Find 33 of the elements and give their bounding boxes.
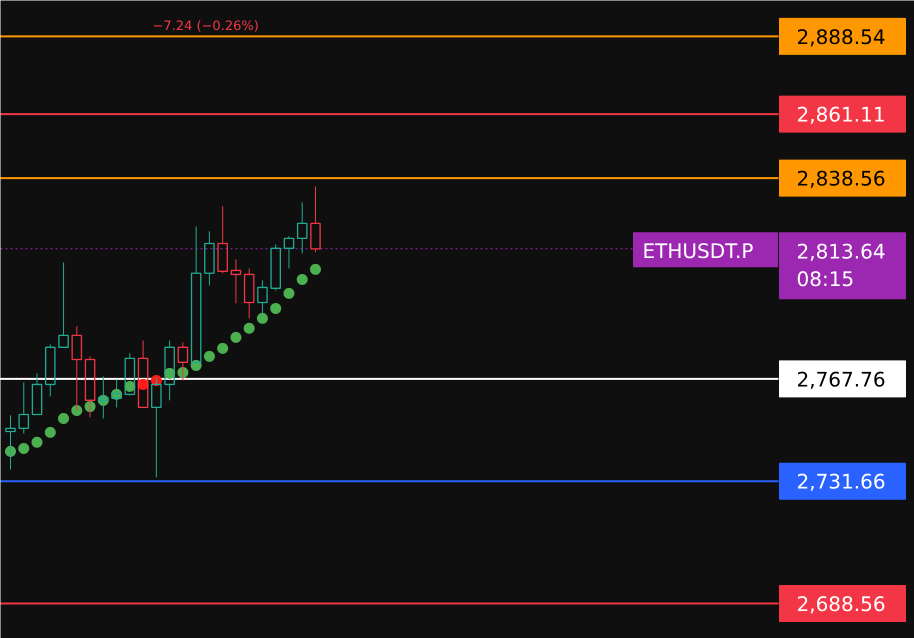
candlestick [296,202,308,254]
point [283,288,294,299]
point [18,443,30,454]
ref-line-label: 2,813.64 [796,239,886,264]
candlestick [111,378,122,408]
ref-line-label: 2,838.56 [796,166,886,191]
ref-line-label: 2,888.54 [796,24,886,49]
candlestick [18,382,30,434]
point [244,322,255,334]
text: ETHUSDT.P [642,238,754,263]
text: 08:15 [796,266,854,291]
point [32,436,43,448]
point [71,405,82,416]
point [296,274,308,286]
point [270,302,282,314]
point [230,332,242,343]
candlestick [98,376,109,419]
point [310,264,321,275]
candlestick [230,258,242,304]
point [217,342,228,354]
candlestick [5,414,16,470]
ref-line-label: 2,688.56 [796,592,886,616]
point [58,412,70,424]
candlestick [204,230,215,286]
ref-line-label: 2,731.66 [796,470,886,494]
point [204,350,215,362]
annotation: −7.24 (−0.26%) [152,19,259,34]
ref-line-label: 2,861.11 [796,102,886,127]
candlestick [244,268,254,319]
candlestick [151,376,162,478]
ref-line-label: 2,767.76 [796,367,886,392]
point [256,312,268,324]
point [44,426,56,438]
